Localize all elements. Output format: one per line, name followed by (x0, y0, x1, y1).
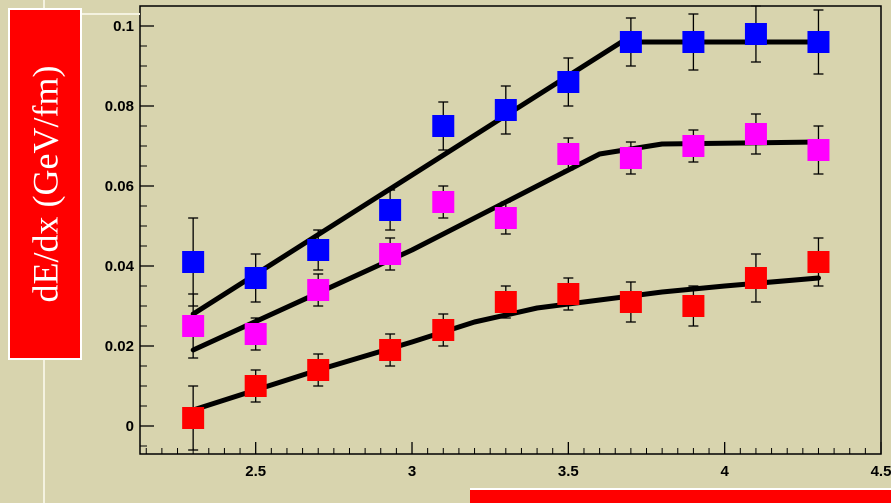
y-tick-label: 0.06 (105, 178, 134, 195)
x-tick-label: 4.5 (871, 463, 891, 480)
axis-ticks (140, 5, 882, 454)
data-point (494, 291, 517, 313)
data-point (619, 31, 642, 53)
data-point (682, 295, 705, 317)
data-point (432, 191, 455, 213)
data-point (244, 267, 267, 289)
data-markers (182, 23, 830, 429)
data-point (557, 283, 580, 305)
error-bars (188, 5, 824, 451)
data-point (244, 323, 267, 345)
data-point (182, 407, 205, 429)
data-point (494, 99, 517, 121)
data-point (682, 135, 705, 157)
data-point (182, 315, 205, 337)
fit-line (190, 275, 821, 413)
data-point (494, 207, 517, 229)
data-point (619, 147, 642, 169)
data-point (744, 23, 767, 45)
data-point (432, 319, 455, 341)
data-point (744, 123, 767, 145)
y-tick-label: 0.02 (105, 338, 134, 355)
data-point (807, 251, 830, 273)
y-tick-label: 0.08 (105, 98, 134, 115)
y-axis-label-box: dE/dx (GeV/fm) (8, 8, 82, 360)
bottom-red-box (470, 488, 891, 503)
x-tick-label: 3.5 (558, 463, 579, 480)
x-tick-label: 4 (720, 463, 729, 480)
y-tick-label: 0 (126, 418, 134, 435)
data-point (379, 243, 402, 265)
data-point (307, 239, 330, 261)
y-tick-label: 0.04 (105, 258, 135, 275)
data-point (807, 139, 830, 161)
data-point (682, 31, 705, 53)
y-axis-label: dE/dx (GeV/fm) (25, 65, 65, 303)
data-point (744, 267, 767, 289)
data-point (557, 71, 580, 93)
x-tick-label: 3 (408, 463, 416, 480)
data-point (307, 279, 330, 301)
data-point (307, 359, 330, 381)
data-point (379, 339, 402, 361)
data-point (182, 251, 205, 273)
data-point (619, 291, 642, 313)
data-point (379, 199, 402, 221)
data-point (557, 143, 580, 165)
tick-labels: 2.5 3 3.5 4 4.5 0 0.02 0.04 0.06 0.08 0.1 (105, 18, 891, 480)
data-point (807, 31, 830, 53)
data-point (432, 115, 455, 137)
data-point (244, 375, 267, 397)
x-tick-label: 2.5 (245, 463, 266, 480)
y-tick-label: 0.1 (113, 18, 134, 35)
